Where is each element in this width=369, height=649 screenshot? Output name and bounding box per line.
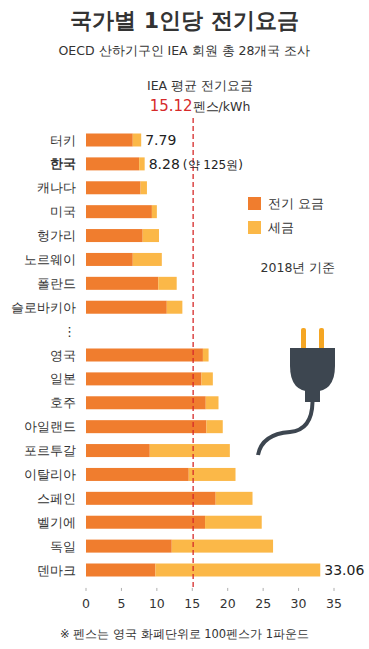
bar-segment <box>206 396 219 409</box>
category-label: 노르웨이 <box>24 252 76 267</box>
bar-segment <box>86 564 155 577</box>
bar-segment <box>86 349 203 362</box>
tick-label: 0 <box>82 596 90 611</box>
tick <box>121 588 122 591</box>
tick <box>86 588 87 591</box>
bar-segment <box>206 420 222 433</box>
legend-label: 전기 요금 <box>268 196 324 211</box>
category-label: 일본 <box>50 371 76 386</box>
bar-segment <box>86 277 158 290</box>
value-label: 33.06 <box>324 562 364 578</box>
bar-segment <box>86 372 201 385</box>
tick-label: 20 <box>220 596 236 611</box>
category-label: 폴란드 <box>37 276 76 291</box>
bar-segment <box>86 396 206 409</box>
bar-segment <box>172 540 273 553</box>
bar-segment <box>86 301 167 314</box>
tick <box>227 588 228 591</box>
category-label: 아일랜드 <box>24 419 76 434</box>
bar-segment <box>86 157 139 170</box>
footnote: ※ 펜스는 영국 화폐단위로 100펜스가 1파운드 <box>60 627 309 641</box>
category-label: 스페인 <box>37 491 76 506</box>
category-label: 포르투갈 <box>24 443 76 458</box>
legend-label: 세금 <box>268 220 294 235</box>
bar-segment <box>86 492 216 505</box>
bar-segment <box>141 181 147 194</box>
category-label: 헝가리 <box>37 228 76 243</box>
tick-label: 25 <box>255 596 271 611</box>
category-label: ⋮ <box>63 324 76 339</box>
bar-segment <box>158 277 176 290</box>
average-label: IEA 평균 전기요금 <box>147 78 253 93</box>
bar-segment <box>86 468 189 481</box>
bar-segment <box>150 444 230 457</box>
category-label: 슬로바키아 <box>11 300 76 315</box>
bar-segment <box>167 301 183 314</box>
tick-label: 35 <box>326 596 342 611</box>
plug-icon <box>258 328 335 455</box>
category-label: 이탈리아 <box>24 467 76 482</box>
bar-segment <box>216 492 253 505</box>
category-label: 벨기에 <box>37 515 76 530</box>
chart: 국가별 1인당 전기요금 OECD 산하기구인 IEA 회원 총 28개국 조사터… <box>0 0 369 649</box>
legend-swatch <box>248 197 261 210</box>
bar-segment <box>203 349 209 362</box>
value-label: 7.79 <box>145 132 176 148</box>
bar-segment <box>86 181 141 194</box>
bar-segment <box>86 134 133 147</box>
tick <box>263 588 264 591</box>
category-label: 터키 <box>50 133 76 148</box>
bar-segment <box>133 253 162 266</box>
bar-segment <box>143 229 159 242</box>
category-label: 미국 <box>50 204 76 219</box>
category-label: 캐나다 <box>37 180 76 195</box>
tick <box>298 588 299 591</box>
legend-swatch <box>248 221 261 234</box>
category-label: 호주 <box>50 395 76 410</box>
bar-segment <box>201 372 212 385</box>
average-line <box>192 118 193 590</box>
tick <box>192 588 193 591</box>
bar-segment <box>152 205 157 218</box>
bar-segment <box>86 205 152 218</box>
bar-segment <box>86 420 206 433</box>
average-value: 15.12펜스/kWh <box>150 97 251 115</box>
value-label: 8.28(약 125원) <box>149 156 243 172</box>
value-number: 8.28 <box>149 156 180 172</box>
bar-segment <box>133 134 141 147</box>
bar-segment <box>86 253 133 266</box>
bar-segment <box>189 468 236 481</box>
category-label: 덴마크 <box>37 563 76 578</box>
value-note: (약 125원) <box>183 158 243 172</box>
bar-segment <box>155 564 320 577</box>
tick-label: 30 <box>291 596 307 611</box>
bar-segment <box>86 540 172 553</box>
tick <box>156 588 157 591</box>
category-label: 영국 <box>50 348 76 363</box>
bar-segment <box>86 516 205 529</box>
tick-label: 10 <box>149 596 165 611</box>
tick-label: 5 <box>117 596 125 611</box>
bar-segment <box>139 157 145 170</box>
bar-segment <box>86 444 150 457</box>
value-number: 7.79 <box>145 132 176 148</box>
tick-label: 15 <box>184 596 200 611</box>
category-label: 한국 <box>50 156 76 171</box>
category-label: 독일 <box>50 539 76 554</box>
bar-segment <box>205 516 262 529</box>
average-number: 15.12 <box>150 97 193 115</box>
subtitle: OECD 산하기구인 IEA 회원 총 28개국 조사 <box>59 43 311 58</box>
title: 국가별 1인당 전기요금 <box>70 8 299 33</box>
bar-segment <box>86 229 143 242</box>
date-note: 2018년 기준 <box>261 260 336 275</box>
tick <box>334 588 335 591</box>
value-number: 33.06 <box>324 562 364 578</box>
average-unit: 펜스/kWh <box>193 99 251 114</box>
